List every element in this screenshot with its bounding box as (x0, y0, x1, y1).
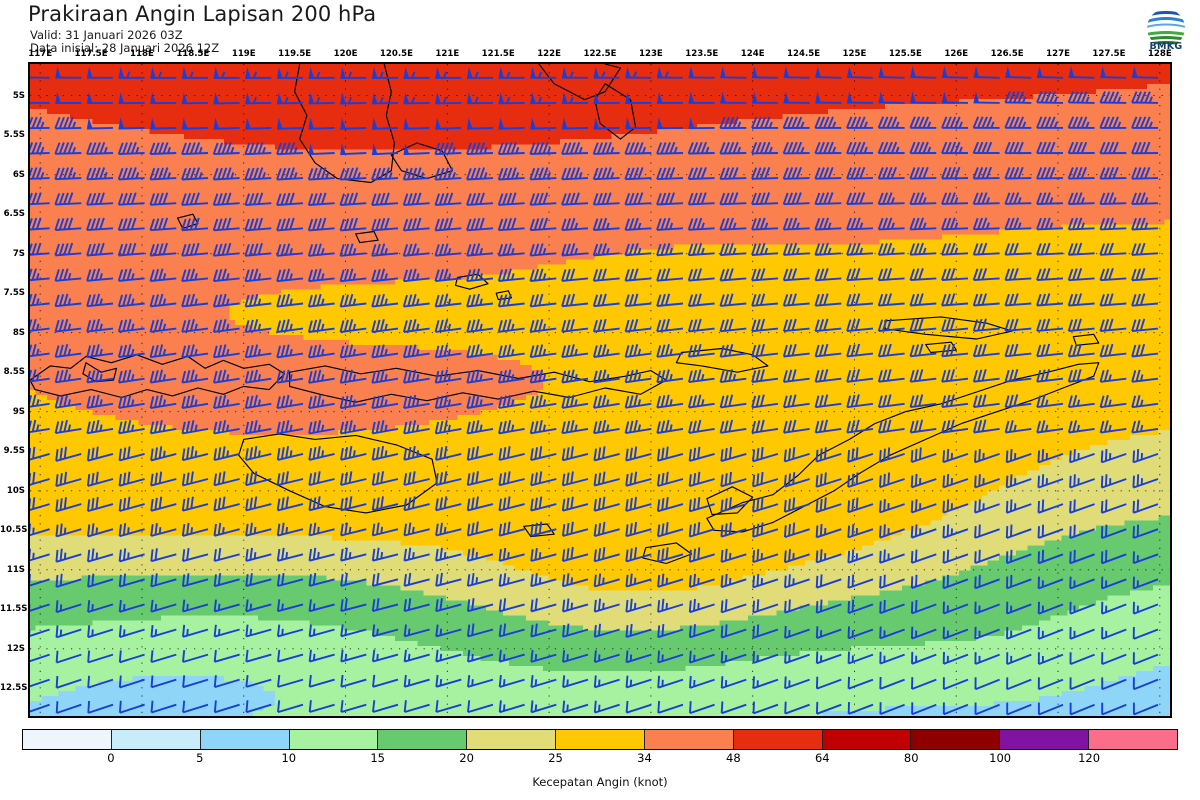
colorbar-tick-label: 15 (370, 751, 386, 765)
lat-tick-label: 10S (6, 485, 25, 496)
lon-tick-label: 123.5E (685, 49, 719, 59)
colorbar-swatch (200, 730, 290, 749)
lon-tick-label: 119.5E (278, 49, 312, 59)
valid-time-label: Valid: 31 Januari 2026 03Z (30, 28, 183, 42)
lat-tick-label: 5.5S (3, 130, 25, 141)
colorbar-swatch (911, 730, 1001, 749)
lon-tick-label: 124.5E (787, 49, 821, 59)
colorbar-swatch (467, 730, 557, 749)
colorbar-tick-label: 64 (814, 751, 830, 765)
colorbar-tick-label: 120 (1078, 751, 1101, 765)
initial-data-label: Data inisial: 28 Januari 2026 12Z (30, 41, 220, 55)
lat-tick-label: 12S (6, 643, 25, 654)
lon-tick-label: 126E (944, 49, 969, 59)
colorbar (22, 729, 1178, 750)
colorbar-swatches (22, 729, 1178, 750)
colorbar-tick-label: 0 (107, 751, 115, 765)
lon-tick-label: 120E (333, 49, 358, 59)
colorbar-swatch (822, 730, 912, 749)
lon-tick-label: 122E (537, 49, 561, 59)
colorbar-tick-label: 34 (637, 751, 652, 765)
colorbar-tick-label: 80 (903, 751, 919, 765)
bmkg-globe-icon (1140, 4, 1192, 56)
coastline-layer (30, 64, 1100, 565)
lat-tick-label: 8.5S (3, 367, 25, 378)
chart-header: Prakiraan Angin Lapisan 200 hPa Valid: 3… (0, 0, 1200, 55)
lon-tick-label: 117E (28, 49, 53, 59)
colorbar-swatch (378, 730, 468, 749)
colorbar-tick-label: 100 (989, 751, 1012, 765)
lat-tick-label: 10.5S (0, 525, 28, 536)
lon-tick-label: 120.5E (379, 49, 413, 59)
colorbar-tick-label: 20 (459, 751, 474, 765)
colorbar-swatch (1089, 730, 1177, 749)
colorbar-tick-label: 48 (726, 751, 741, 765)
bmkg-logo-label: BMKG (1149, 41, 1183, 52)
lon-tick-label: 125E (842, 49, 867, 59)
lon-tick-label: 117.5E (74, 49, 108, 59)
map-canvas: Sumber Data: WRF - CIPS BMKG Pusat Meteo… (28, 62, 1172, 718)
lon-tick-label: 124E (740, 49, 765, 59)
lon-tick-label: 126.5E (990, 49, 1024, 59)
wind-speed-shading (30, 64, 1170, 716)
lon-tick-label: 118.5E (176, 49, 210, 59)
lon-tick-label: 127.5E (1092, 49, 1126, 59)
lon-tick-label: 119E (231, 49, 256, 59)
lat-tick-label: 8S (12, 327, 25, 338)
lon-tick-label: 118E (130, 49, 154, 59)
colorbar-swatch (644, 730, 734, 749)
lat-tick-label: 12.5S (0, 683, 28, 694)
colorbar-title: Kecepatan Angin (knot) (532, 775, 668, 789)
colorbar-swatch (289, 730, 379, 749)
lon-tick-label: 128E (1147, 49, 1172, 59)
colorbar-swatch (111, 730, 201, 749)
lon-tick-label: 122.5E (583, 49, 617, 59)
wind-barbs (30, 66, 1159, 716)
lat-tick-label: 7S (12, 248, 25, 259)
lon-tick-label: 121.5E (481, 49, 515, 59)
lat-tick-label: 6.5S (3, 209, 25, 220)
colorbar-swatch (733, 730, 823, 749)
colorbar-swatch (23, 730, 112, 749)
wind-field-plot (30, 64, 1170, 716)
page-title: Prakiraan Angin Lapisan 200 hPa (28, 2, 377, 26)
lat-tick-label: 5S (12, 90, 25, 101)
lat-tick-label: 11S (6, 564, 25, 575)
colorbar-swatch (1000, 730, 1090, 749)
colorbar-tick-label: 10 (281, 751, 297, 765)
lon-tick-label: 127E (1046, 49, 1070, 59)
lat-tick-label: 11.5S (0, 604, 28, 615)
lat-tick-label: 9.5S (3, 446, 25, 457)
colorbar-tick-label: 25 (548, 751, 563, 765)
colorbar-tick-label: 5 (196, 751, 204, 765)
lat-tick-label: 9S (12, 406, 25, 417)
colorbar-swatch (556, 730, 645, 749)
lon-tick-label: 121E (435, 49, 460, 59)
lon-tick-label: 123E (638, 49, 663, 59)
lon-tick-label: 125.5E (888, 49, 922, 59)
lat-tick-label: 7.5S (3, 288, 25, 299)
lat-tick-label: 6S (12, 169, 25, 180)
